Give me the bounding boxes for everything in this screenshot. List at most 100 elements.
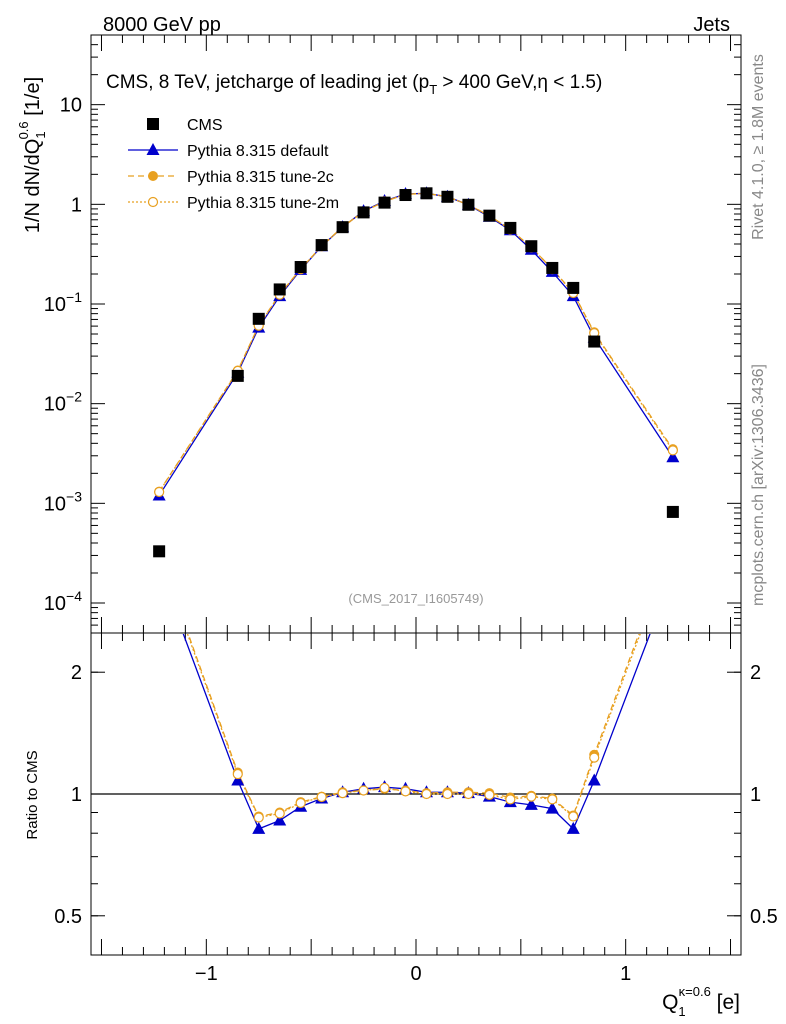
ratio-point-open-circle: [232, 768, 243, 780]
main-point-square: [315, 239, 328, 252]
main-ylabel-main: 1/N dN/dQ: [22, 139, 44, 233]
ratio-point-open-circle: [358, 785, 369, 796]
xlabel-sup: κ=0.6: [679, 984, 711, 999]
legend-label: Pythia 8.315 tune-2c: [187, 169, 334, 186]
ratio-point-triangle: [545, 801, 559, 814]
ratio-ylabel: Ratio to CMS: [24, 750, 41, 839]
ytick-label: 10: [60, 95, 82, 117]
ratio-point-open-circle: [505, 794, 516, 805]
main-point-square: [336, 221, 349, 234]
ytick-label-right: 2: [750, 662, 761, 684]
ytick-label-right: 0.5: [750, 906, 778, 928]
main-point-square: [420, 187, 433, 200]
ratio-line-pythia-8-315-tune-2c: [187, 634, 640, 818]
ytick-label-right: 1: [750, 784, 761, 806]
main-point-square: [567, 281, 580, 294]
main-ylabel-sup: 0.6: [16, 121, 31, 139]
main-point-square: [399, 189, 412, 202]
legend-label: Pythia 8.315 default: [187, 143, 329, 160]
ratio-point-open-circle: [337, 788, 348, 799]
ratio-point-open-circle: [442, 788, 453, 800]
legend-label: CMS: [187, 117, 223, 134]
xtick-label: 0: [410, 963, 421, 985]
ratio-point-triangle: [524, 797, 538, 810]
ratio-point-open-circle: [274, 808, 285, 819]
header-right: Jets: [693, 14, 730, 36]
ratio-panel: 2 21 10.5 0.5−1 0 1 Ratio to CMS Q1κ=0.6 [e]: [24, 632, 778, 1019]
ytick-label: 10−3: [44, 488, 82, 515]
ratio-point-triangle: [587, 773, 601, 786]
legend-label: Pythia 8.315 tune-2m: [187, 195, 339, 212]
main-point-triangle: [666, 450, 680, 463]
ratio-point-open-circle: [526, 791, 537, 802]
main-series: [152, 186, 680, 558]
ratio-point-triangle: [566, 821, 580, 834]
main-point-square: [546, 261, 559, 274]
ytick-label: 1: [71, 194, 82, 216]
rivet-label: Rivet 4.1.0, ≥ 1.8M events: [750, 54, 767, 240]
main-point-square: [294, 261, 307, 274]
ratio-point-open-circle: [316, 791, 327, 803]
main-point-square: [504, 221, 517, 234]
ratio-point-open-circle: [421, 788, 432, 800]
legend-marker: [147, 118, 159, 130]
ratio-point-open-circle: [253, 812, 264, 823]
main-point-square: [153, 545, 166, 558]
ratio-point-open-circle: [400, 786, 411, 797]
ytick-label: 10−2: [44, 389, 82, 416]
ytick-label: 10−1: [44, 289, 82, 316]
main-point-open-circle: [154, 486, 165, 498]
xlabel-main: Q: [662, 991, 678, 1014]
ratio-line-pythia-8-315-default: [182, 634, 651, 830]
xlabel-unit: [e]: [711, 991, 740, 1014]
ratio-point-open-circle: [295, 797, 306, 809]
xtick-label: 1: [620, 963, 631, 985]
main-point-square: [231, 369, 244, 382]
xlabel-sub: 1: [678, 1004, 685, 1019]
main-point-square: [378, 196, 391, 209]
main-point-open-circle: [667, 445, 678, 456]
main-panel: 10 1 10−1 10−2 10−3 10−4 CMS, 8 TeV, jetcharg…: [16, 34, 742, 634]
main-point-square: [357, 206, 370, 219]
mcplots-label: mcplots.cern.ch [arXiv:1306.3436]: [750, 364, 767, 606]
ytick-label: 1: [71, 784, 82, 806]
ratio-point-open-circle: [484, 789, 495, 800]
watermark: (CMS_2017_I1605749): [348, 591, 483, 606]
main-ylabel-unit: [1/e]: [22, 77, 44, 121]
main-title-suffix: > 400 GeV,η < 1.5): [437, 72, 602, 93]
legend-marker: [146, 143, 160, 155]
header-left: 8000 GeV pp: [103, 14, 221, 36]
main-point-square: [525, 240, 538, 253]
main-point-square: [273, 283, 286, 296]
main-axis-ticks: 10 1 10−1 10−2 10−3 10−4: [44, 35, 741, 633]
main-ylabel: 1/N dN/dQ10.6 [1/e]: [16, 77, 48, 233]
main-point-square: [252, 312, 265, 325]
main-point-square: [483, 209, 496, 222]
ratio-point-triangle: [231, 773, 245, 786]
ratio-xlabel: Q1 κ=0.6 [e]: [662, 984, 740, 1019]
legend: CMS Pythia 8.315 default Pythia 8.315 tune…: [128, 117, 339, 212]
ratio-series: [182, 634, 651, 834]
ratio-axis-ticks: 2 2 1 1 0.5 0.5 −1 0 1: [54, 633, 778, 985]
ratio-point-open-circle: [463, 788, 474, 800]
main-title-prefix: CMS, 8 TeV, jetcharge of leading jet (p: [106, 72, 429, 93]
main-ylabel-sub: 1: [33, 131, 48, 138]
main-point-square: [462, 198, 475, 211]
main-point-square: [666, 505, 679, 518]
ratio-point-open-circle: [547, 794, 558, 805]
ytick-label: 10−4: [44, 588, 82, 615]
main-title: CMS, 8 TeV, jetcharge of leading jet (pT…: [106, 72, 602, 97]
legend-marker: [148, 171, 158, 181]
ytick-label: 0.5: [54, 906, 82, 928]
main-title-sub: T: [429, 82, 437, 97]
ytick-label: 2: [71, 662, 82, 684]
main-point-square: [441, 190, 454, 203]
ratio-point-triangle: [273, 813, 287, 826]
ratio-point-open-circle: [589, 752, 600, 763]
legend-marker: [147, 196, 159, 208]
xtick-label: −1: [195, 963, 218, 985]
ratio-point-open-circle: [568, 811, 579, 822]
ratio-point-open-circle: [379, 782, 390, 794]
ratio-point-triangle: [252, 821, 266, 834]
